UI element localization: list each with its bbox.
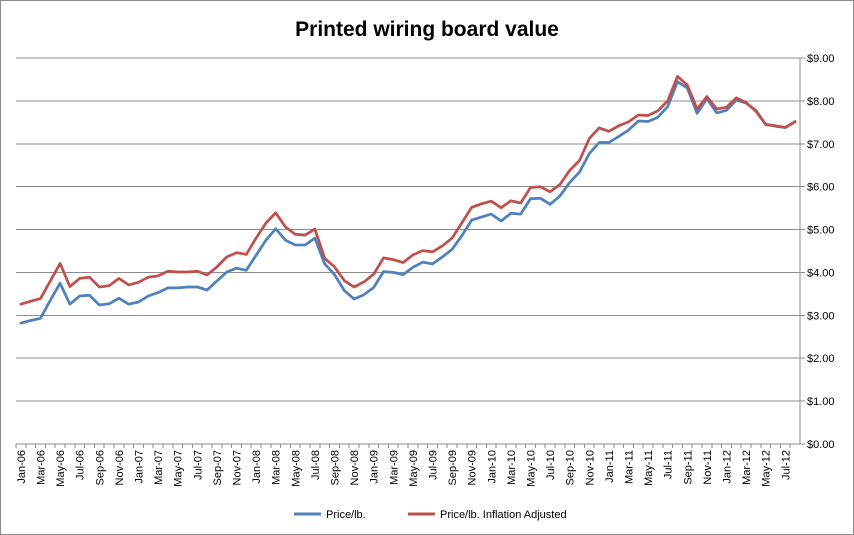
- x-tick-label: May-12: [761, 450, 773, 487]
- x-axis-tick-labels: Jan-06 Mar-06 May-06 Jul-06 Sep-06 Nov-06 Jan-…: [15, 444, 792, 487]
- x-tick-label: May-06: [55, 450, 67, 487]
- x-tick-label: Jul-09: [428, 450, 440, 480]
- y-tick-label: $5.00: [807, 225, 835, 237]
- x-tick-label: Jan-06: [16, 450, 28, 484]
- legend: Price/lb. Price/lb. Inflation Adjusted: [294, 509, 567, 521]
- x-tick-label: Mar-09: [388, 450, 400, 485]
- gridlines: [16, 57, 805, 445]
- x-tick-label: Jan-12: [722, 450, 734, 484]
- y-tick-label: $8.00: [807, 96, 835, 108]
- series-line-price: [19, 80, 797, 325]
- x-tick-label: Jan-10: [486, 450, 498, 484]
- y-tick-label: $7.00: [807, 139, 835, 151]
- x-tick-label: Sep-08: [330, 450, 342, 485]
- x-tick-label: May-07: [173, 450, 185, 487]
- x-tick-label: Jul-08: [310, 450, 322, 480]
- y-tick-label: $0.00: [807, 439, 835, 451]
- x-tick-label: Nov-07: [232, 450, 244, 485]
- chart-title: Printed wiring board value: [295, 18, 559, 41]
- x-tick-label: Jan-11: [604, 450, 616, 483]
- legend-label-price: Price/lb.: [326, 509, 366, 521]
- x-tick-label: May-08: [290, 450, 302, 487]
- x-tick-label: Mar-11: [624, 450, 636, 484]
- x-tick-label: Nov-09: [467, 450, 479, 485]
- x-tick-label: Mar-10: [506, 450, 518, 485]
- x-tick-label: May-11: [643, 450, 655, 486]
- y-axis-tick-labels: $0.00 $1.00 $2.00 $3.00 $4.00 $5.00 $6.00 $7.00…: [807, 53, 835, 451]
- series-lines: [19, 75, 797, 325]
- x-tick-label: Mar-06: [36, 450, 48, 485]
- axes: [16, 58, 801, 445]
- x-tick-label: Nov-08: [349, 450, 361, 485]
- x-tick-label: Jul-07: [192, 450, 204, 480]
- x-tick-label: Jul-10: [545, 450, 557, 480]
- x-tick-label: Sep-06: [94, 450, 106, 485]
- x-tick-label: Nov-11: [702, 450, 714, 485]
- x-tick-label: May-10: [526, 450, 538, 487]
- x-tick-label: Sep-09: [447, 450, 459, 485]
- x-tick-label: Jul-12: [780, 450, 792, 480]
- x-tick-label: Sep-10: [565, 450, 577, 485]
- x-tick-label: May-09: [408, 450, 420, 487]
- x-tick-label: Nov-06: [114, 450, 126, 485]
- legend-label-price-inflation-adjusted: Price/lb. Inflation Adjusted: [440, 509, 567, 521]
- y-tick-label: $9.00: [807, 53, 835, 65]
- y-tick-label: $1.00: [807, 396, 835, 408]
- y-tick-label: $3.00: [807, 310, 835, 322]
- x-tick-label: Jul-06: [75, 450, 87, 480]
- series-line-price-inflation-adjusted: [19, 75, 797, 306]
- y-tick-label: $4.00: [807, 267, 835, 279]
- x-tick-label: Sep-11: [682, 450, 694, 485]
- x-tick-label: Jan-08: [251, 450, 263, 484]
- x-tick-label: Jan-09: [369, 450, 381, 484]
- x-tick-label: Nov-10: [584, 450, 596, 485]
- x-tick-label: Mar-12: [741, 450, 753, 485]
- y-tick-label: $2.00: [807, 353, 835, 365]
- x-tick-label: Mar-08: [271, 450, 283, 485]
- x-tick-label: Jan-07: [134, 450, 146, 484]
- y-tick-label: $6.00: [807, 182, 835, 194]
- x-tick-label: Mar-07: [153, 450, 165, 485]
- x-tick-label: Sep-07: [212, 450, 224, 485]
- x-tick-label: Jul-11: [663, 450, 675, 479]
